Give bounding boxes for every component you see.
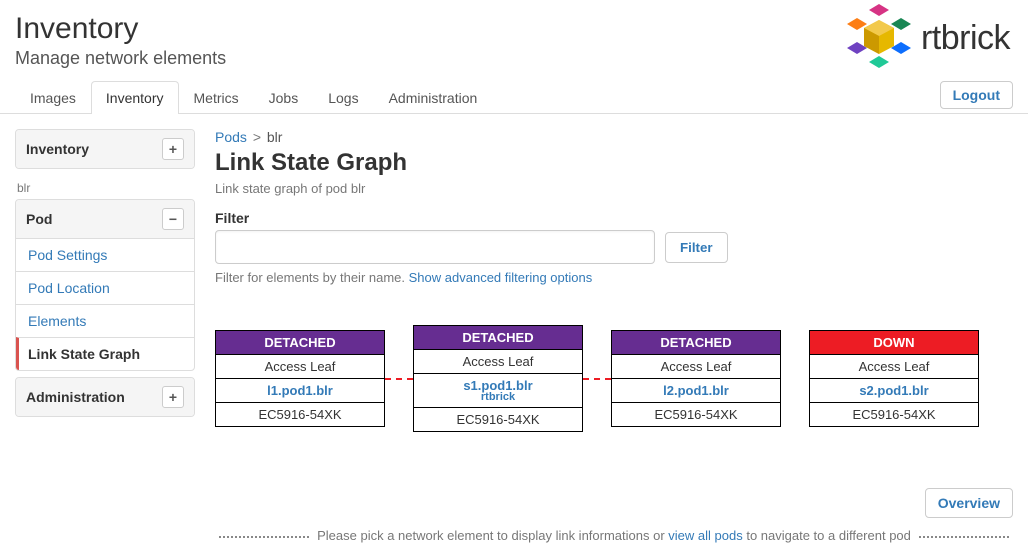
sidebar-panel-inventory[interactable]: Inventory +: [16, 130, 194, 168]
node-role: Access Leaf: [612, 354, 780, 378]
filter-help-text: Filter for elements by their name.: [215, 270, 409, 285]
node-status: DOWN: [810, 331, 978, 354]
filter-button[interactable]: Filter: [665, 232, 728, 263]
node-alias: rtbrick: [414, 391, 582, 403]
node-role: Access Leaf: [810, 354, 978, 378]
rtbrick-logo-icon: [843, 4, 915, 72]
sidebar-item-pod-location[interactable]: Pod Location: [16, 271, 194, 304]
sidebar-panel-pod[interactable]: Pod −: [16, 200, 194, 238]
filter-label: Filter: [215, 210, 1013, 226]
footer-post: to navigate to a different pod: [743, 528, 911, 543]
filter-advanced-link[interactable]: Show advanced filtering options: [409, 270, 593, 285]
expand-icon[interactable]: +: [162, 138, 184, 160]
link-state-graph: DETACHEDAccess Leafl1.pod1.blrEC5916-54X…: [215, 325, 1013, 432]
node-name[interactable]: s1.pod1.blrrtbrick: [414, 373, 582, 407]
tab-metrics[interactable]: Metrics: [179, 81, 254, 114]
sidebar-item-link-state-graph[interactable]: Link State Graph: [16, 337, 194, 370]
overview-button[interactable]: Overview: [925, 488, 1013, 518]
expand-icon[interactable]: +: [162, 386, 184, 408]
node-hardware: EC5916-54XK: [810, 402, 978, 426]
node-hardware: EC5916-54XK: [414, 407, 582, 431]
logout-button[interactable]: Logout: [940, 81, 1013, 109]
graph-node[interactable]: DOWNAccess Leafs2.pod1.blrEC5916-54XK: [809, 330, 979, 427]
footer-link[interactable]: view all pods: [668, 528, 742, 543]
main-tabs: Images Inventory Metrics Jobs Logs Admin…: [0, 81, 1028, 114]
brand-logo: rtbrick: [843, 4, 1010, 72]
node-role: Access Leaf: [216, 354, 384, 378]
sidebar-item-pod-settings[interactable]: Pod Settings: [16, 238, 194, 271]
sidebar-item-elements[interactable]: Elements: [16, 304, 194, 337]
brand-name: rtbrick: [921, 19, 1010, 58]
node-name[interactable]: l2.pod1.blr: [612, 378, 780, 402]
node-name[interactable]: l1.pod1.blr: [216, 378, 384, 402]
main-content: Pods > blr Link State Graph Link state g…: [215, 129, 1013, 543]
graph-connector: [583, 378, 611, 380]
breadcrumb-current: blr: [267, 129, 283, 145]
node-hardware: EC5916-54XK: [216, 402, 384, 426]
tab-images[interactable]: Images: [15, 81, 91, 114]
node-status: DETACHED: [414, 326, 582, 349]
section-description: Link state graph of pod blr: [215, 181, 1013, 196]
sidebar-context: blr: [15, 175, 195, 199]
breadcrumb-root[interactable]: Pods: [215, 129, 247, 145]
tab-logs[interactable]: Logs: [313, 81, 373, 114]
collapse-icon[interactable]: −: [162, 208, 184, 230]
node-name[interactable]: s2.pod1.blr: [810, 378, 978, 402]
tab-jobs[interactable]: Jobs: [254, 81, 314, 114]
graph-node[interactable]: DETACHEDAccess Leafl2.pod1.blrEC5916-54X…: [611, 330, 781, 427]
breadcrumb: Pods > blr: [215, 129, 1013, 145]
filter-input[interactable]: [215, 230, 655, 264]
footer-pre: Please pick a network element to display…: [317, 528, 668, 543]
tab-inventory[interactable]: Inventory: [91, 81, 179, 114]
graph-node[interactable]: DETACHEDAccess Leafs1.pod1.blrrtbrickEC5…: [413, 325, 583, 432]
sidebar-panel-label: Inventory: [26, 141, 89, 157]
node-status: DETACHED: [612, 331, 780, 354]
sidebar-panel-label: Pod: [26, 211, 52, 227]
tab-administration[interactable]: Administration: [374, 81, 493, 114]
node-status: DETACHED: [216, 331, 384, 354]
node-role: Access Leaf: [414, 349, 582, 373]
sidebar-panel-administration[interactable]: Administration +: [16, 378, 194, 416]
graph-node[interactable]: DETACHEDAccess Leafl1.pod1.blrEC5916-54X…: [215, 330, 385, 427]
footer-message: Please pick a network element to display…: [215, 528, 1013, 543]
sidebar: Inventory + blr Pod − Pod Settings Pod L…: [15, 129, 195, 543]
graph-connector: [385, 378, 413, 380]
filter-help: Filter for elements by their name. Show …: [215, 270, 1013, 285]
node-hardware: EC5916-54XK: [612, 402, 780, 426]
section-title: Link State Graph: [215, 149, 1013, 177]
sidebar-panel-label: Administration: [26, 389, 125, 405]
